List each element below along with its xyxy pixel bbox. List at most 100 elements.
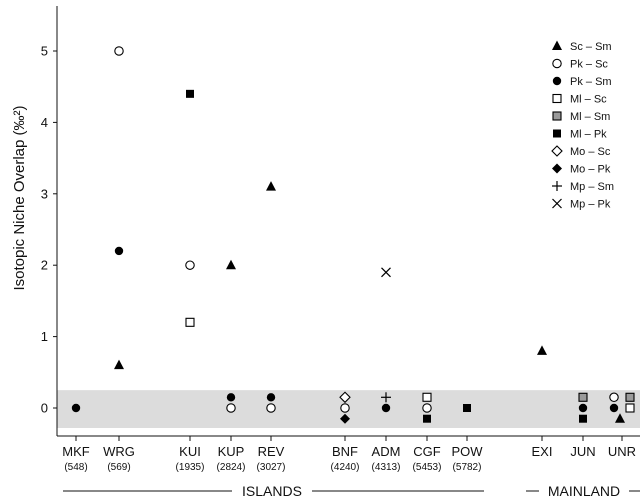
x-tick-label: ADM [372, 444, 401, 459]
marker-shape [339, 391, 351, 404]
legend-marker [552, 58, 562, 69]
marker-shape [185, 260, 195, 270]
marker-shape [340, 413, 350, 424]
x-tick-sublabel: (548) [64, 462, 87, 473]
marker-shape [114, 46, 124, 56]
x-tick-label: KUI [179, 444, 201, 459]
legend-item: Mo – Pk [552, 163, 611, 176]
marker-shape [609, 403, 619, 413]
data-point [266, 403, 276, 413]
legend: Sc – Sm Pk – Sc Pk – Sm Ml – Sc Ml – Sm Ml – … [551, 40, 614, 211]
y-tick-label: 0 [41, 401, 48, 416]
legend-item: Ml – Pk [553, 129, 607, 141]
legend-item: Pk – Sc [552, 58, 608, 71]
marker-shape [381, 267, 391, 278]
marker-shape [553, 129, 561, 138]
marker-shape [423, 414, 431, 423]
marker-shape [185, 317, 195, 327]
data-point [339, 391, 351, 404]
data-point [579, 414, 587, 423]
marker-shape [625, 403, 635, 413]
x-tick-sublabel: (5453) [413, 462, 442, 473]
data-point [625, 392, 635, 402]
legend-marker [552, 111, 562, 121]
marker-shape [266, 181, 276, 191]
legend-label: Ml – Pk [570, 129, 607, 141]
x-tick-label: BNF [332, 444, 358, 459]
group-label: MAINLAND [548, 483, 620, 499]
x-tick-sublabel: (4313) [372, 462, 401, 473]
marker-shape [422, 392, 432, 402]
legend-label: Sc – Sm [570, 41, 612, 53]
marker-shape [552, 40, 562, 50]
marker-shape [422, 403, 432, 413]
legend-item: Ml – Sm [552, 111, 610, 123]
data-point [226, 259, 236, 270]
marker-shape [114, 246, 124, 256]
x-tick-label: MKF [62, 444, 90, 459]
x-tick-label: CGF [413, 444, 441, 459]
marker-shape [625, 392, 635, 402]
data-point [114, 246, 124, 256]
marker-shape [579, 414, 587, 423]
data-point [226, 403, 236, 413]
marker-shape [186, 89, 194, 98]
legend-label: Pk – Sm [570, 76, 612, 88]
x-tick-label: KUP [218, 444, 245, 459]
marker-shape [552, 111, 562, 121]
data-point [226, 393, 236, 402]
legend-marker [552, 76, 562, 86]
legend-label: Ml – Sm [570, 111, 610, 123]
legend-label: Pk – Sc [570, 59, 608, 71]
x-tick-label: REV [258, 444, 285, 459]
legend-item: Pk – Sm [552, 76, 612, 88]
data-point [422, 392, 432, 402]
marker-shape [551, 145, 563, 157]
data-point [609, 403, 619, 413]
x-tick-label: JUN [570, 444, 595, 459]
data-point [114, 46, 124, 56]
marker-shape [552, 93, 562, 104]
data-point [114, 359, 124, 370]
legend-marker [552, 40, 562, 50]
x-tick-sublabel: (2824) [217, 462, 246, 473]
legend-marker [551, 145, 563, 157]
x-tick-label: POW [451, 444, 483, 459]
data-point [266, 181, 276, 191]
data-point [578, 403, 588, 413]
x-tick-label: UNR [608, 444, 636, 459]
y-tick-label: 4 [41, 115, 48, 130]
data-point [381, 392, 391, 403]
data-point [537, 345, 547, 355]
legend-label: Ml – Sc [570, 94, 607, 106]
data-point [266, 393, 276, 402]
data-point [463, 404, 471, 412]
legend-item: Mo – Sc [551, 145, 611, 158]
y-tick-label: 2 [41, 258, 48, 273]
marker-shape [615, 413, 625, 423]
marker-shape [266, 403, 276, 413]
legend-label: Mo – Sc [570, 146, 611, 158]
data-point [578, 392, 588, 402]
marker-shape [226, 259, 236, 270]
marker-shape [71, 403, 81, 413]
x-tick-sublabel: (569) [107, 462, 130, 473]
x-tick-sublabel: (4240) [331, 462, 360, 473]
marker-shape [578, 392, 588, 402]
marker-shape [463, 404, 471, 412]
y-tick-label: 3 [41, 186, 48, 201]
data-point [625, 403, 635, 413]
legend-marker [552, 93, 562, 104]
legend-item: Mp – Sm [552, 181, 614, 193]
x-tick-sublabel: (3027) [257, 462, 286, 473]
legend-marker [552, 198, 562, 209]
legend-item: Ml – Sc [552, 93, 607, 106]
data-point [185, 317, 195, 327]
legend-label: Mo – Pk [570, 164, 611, 176]
data-point [186, 89, 194, 98]
y-axis-title: Isotopic Niche Overlap (‰²) [11, 105, 28, 290]
legend-marker [552, 181, 562, 191]
x-tick-label: EXI [532, 444, 553, 459]
legend-label: Mp – Pk [570, 199, 611, 211]
group-label: ISLANDS [242, 483, 302, 499]
